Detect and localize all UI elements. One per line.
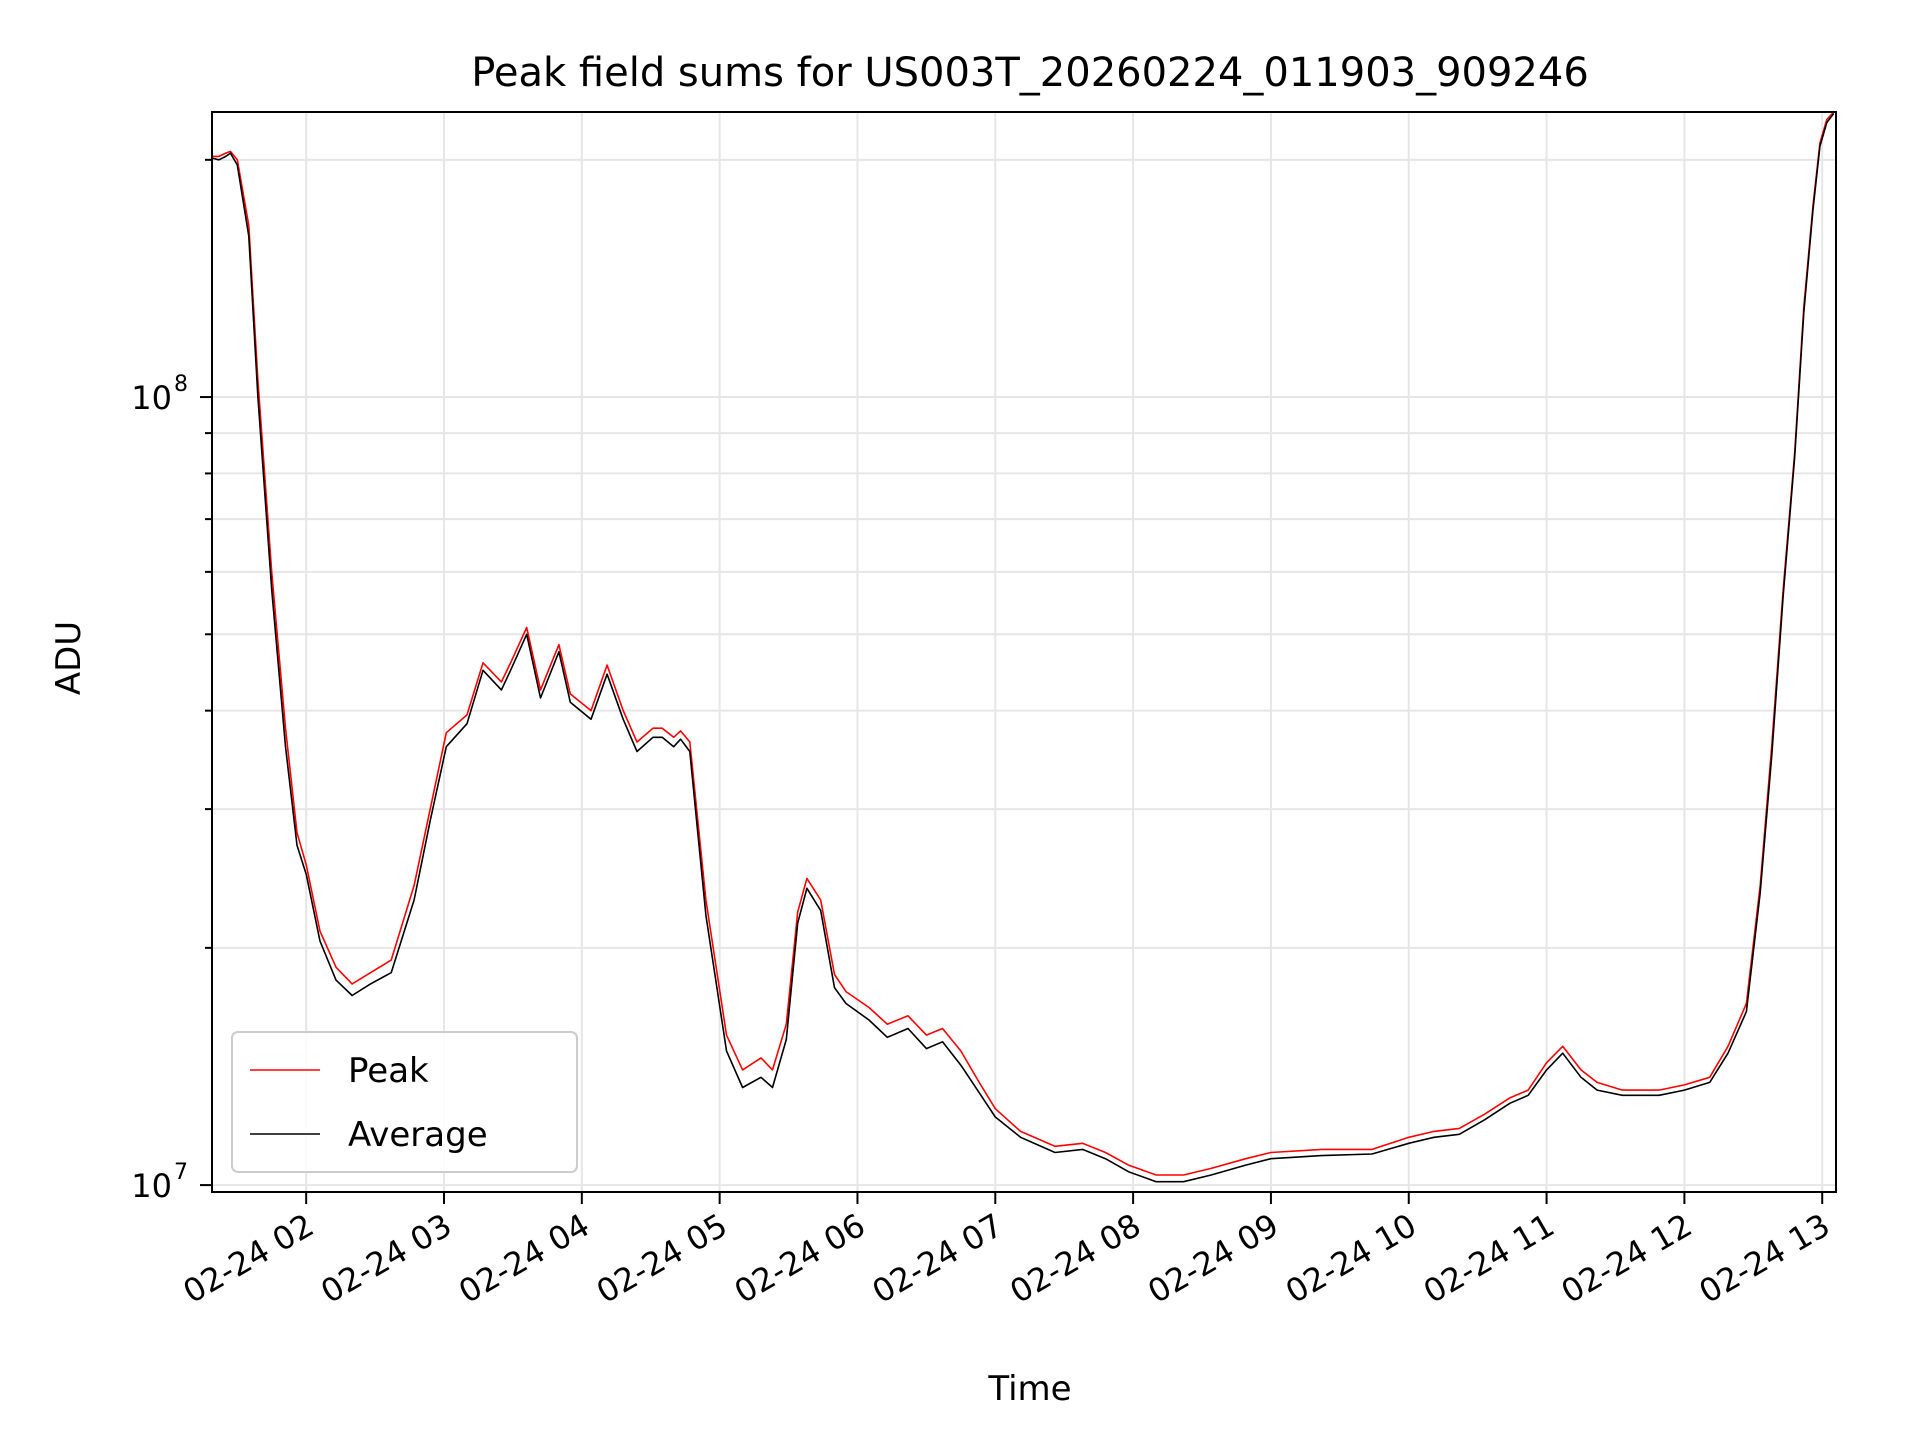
plot-frame: [211, 111, 1837, 1193]
y-tick-label: 10: [131, 379, 172, 417]
grid: [212, 112, 1836, 1192]
legend-box: [231, 1031, 578, 1173]
legend-label-peak: Peak: [348, 1051, 429, 1091]
y-axis-label: ADU: [49, 621, 89, 695]
legend: Peak Average: [231, 1031, 578, 1173]
y-tick-label: 10: [131, 1167, 172, 1205]
legend-label-average: Average: [348, 1115, 488, 1155]
chart-title: Peak field sums for US003T_20260224_0119…: [471, 50, 1589, 96]
y-tick-label-exponent: 8: [174, 372, 188, 397]
x-axis-label: Time: [987, 1369, 1071, 1409]
y-tick-label-exponent: 7: [174, 1160, 188, 1185]
series-line-peak: [212, 112, 1835, 1176]
series-layer: [212, 112, 1835, 1183]
series-line-average: [212, 113, 1835, 1183]
